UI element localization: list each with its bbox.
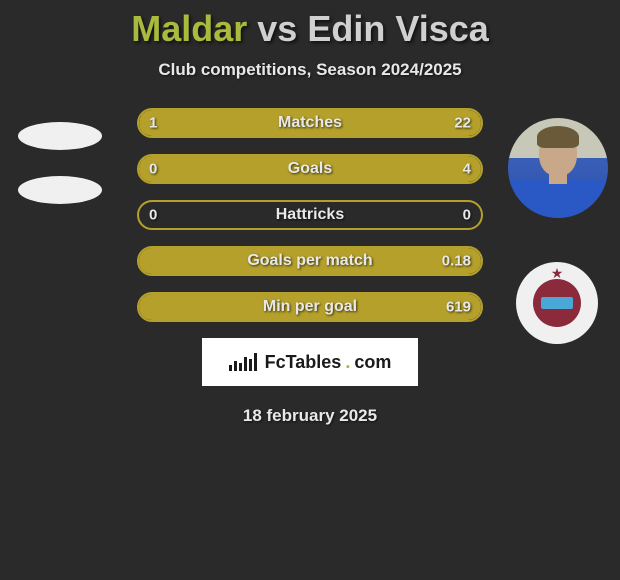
stat-value-right: 619 xyxy=(446,299,471,316)
stat-label: Min per goal xyxy=(139,298,481,316)
stat-row-hattricks: 0 Hattricks 0 xyxy=(137,200,483,230)
stat-value-right: 0.18 xyxy=(442,253,471,270)
date-text: 18 february 2025 xyxy=(0,406,620,426)
stat-row-goals: 0 Goals 4 xyxy=(137,154,483,184)
stat-value-right: 4 xyxy=(463,161,471,178)
stat-row-goals-per-match: Goals per match 0.18 xyxy=(137,246,483,276)
stat-row-matches: 1 Matches 22 xyxy=(137,108,483,138)
stat-value-right: 22 xyxy=(454,115,471,132)
player1-name: Maldar xyxy=(131,8,247,49)
stat-label: Matches xyxy=(139,114,481,132)
stats-area: 1 Matches 22 0 Goals 4 0 Hattricks 0 Goa… xyxy=(0,108,620,322)
stat-label: Hattricks xyxy=(139,206,481,224)
stat-value-right: 0 xyxy=(463,207,471,224)
player2-name: Edin Visca xyxy=(307,8,488,49)
stat-label: Goals xyxy=(139,160,481,178)
brand-text-post: com xyxy=(354,352,391,373)
brand-text-pre: FcTables xyxy=(265,352,342,373)
brand-dot: . xyxy=(345,352,350,373)
stat-row-min-per-goal: Min per goal 619 xyxy=(137,292,483,322)
stat-label: Goals per match xyxy=(139,252,481,270)
brand-bars-icon xyxy=(229,353,257,371)
brand-box: FcTables.com xyxy=(202,338,418,386)
page-title: Maldar vs Edin Visca xyxy=(0,0,620,50)
subtitle: Club competitions, Season 2024/2025 xyxy=(0,60,620,80)
vs-text: vs xyxy=(257,8,297,49)
